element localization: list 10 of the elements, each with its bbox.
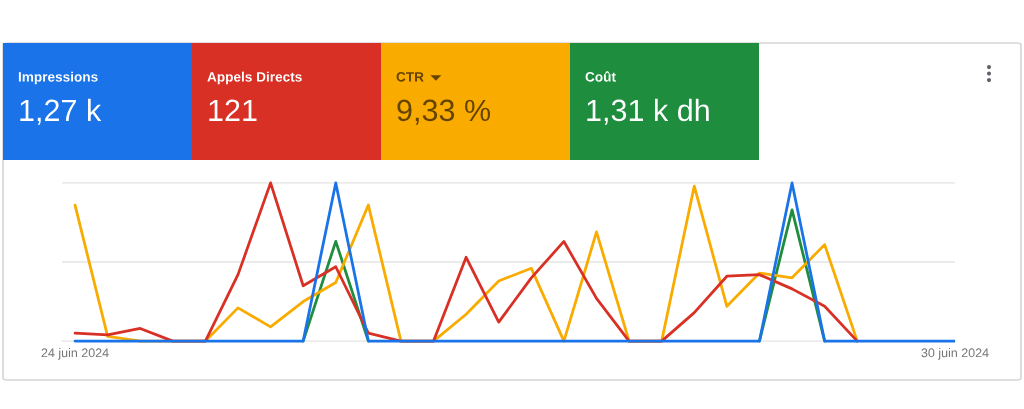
- legend-label: Impressions: [18, 71, 98, 85]
- legend-label: Coût: [585, 71, 616, 82]
- x-tick-label: 30 juin 2024: [921, 348, 989, 360]
- legend-label: CTR: [396, 72, 424, 82]
- text: 1,27 k: [20, 98, 102, 125]
- text: 9,33 %: [397, 99, 491, 125]
- x-tick-label: 24 juin 2024: [41, 348, 109, 360]
- text: 121: [209, 99, 257, 121]
- legend-label: Appels Directs: [207, 71, 302, 85]
- text: 1,31 k dh: [587, 98, 709, 125]
